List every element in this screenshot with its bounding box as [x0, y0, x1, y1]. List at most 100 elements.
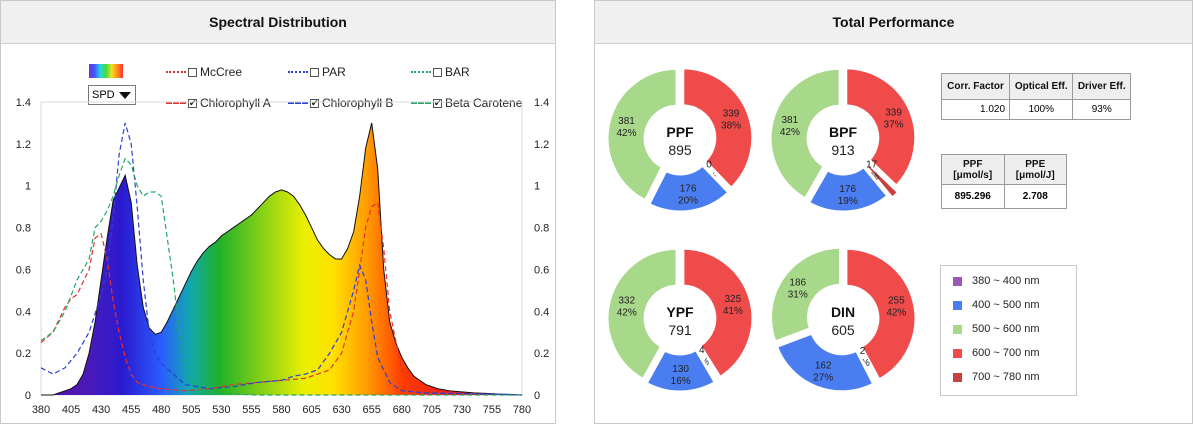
- donut-slice: [768, 66, 842, 202]
- checkbox-icon[interactable]: [310, 67, 319, 77]
- x-tick-label: 705: [423, 404, 441, 416]
- series-line-beta-carotene: [40, 157, 522, 396]
- y-tick-label-left: 1.2: [16, 139, 31, 151]
- donut-slice: [769, 245, 843, 344]
- legend-line-icon: [411, 71, 431, 73]
- slice-percent-label: 16%: [671, 376, 691, 387]
- donut-slice: [681, 66, 755, 191]
- legend-line-icon: [411, 102, 431, 104]
- legend-item-mccree[interactable]: McCree: [166, 65, 242, 79]
- x-tick-label: 655: [363, 404, 381, 416]
- x-tick-label: 605: [302, 404, 320, 416]
- band-swatch: [953, 372, 962, 382]
- x-tick-label: 755: [483, 404, 501, 416]
- donut-slice: [844, 246, 918, 382]
- donut-title: DIN: [831, 304, 855, 320]
- slice-percent-label: 37%: [884, 119, 904, 130]
- legend-label: McCree: [200, 65, 243, 79]
- slice-value-label: 325: [725, 294, 742, 305]
- legend-item-par[interactable]: PAR: [288, 65, 346, 79]
- x-tick-label: 680: [393, 404, 411, 416]
- chevron-down-icon[interactable]: [119, 91, 131, 99]
- y-tick-label-left: 0.6: [16, 264, 31, 276]
- legend-line-icon: [166, 102, 186, 104]
- slice-percent-label: 42%: [617, 307, 637, 318]
- x-tick-label: 780: [513, 404, 531, 416]
- donut-title: BPF: [829, 124, 857, 140]
- donut-title: YPF: [666, 304, 694, 320]
- spd-area: [41, 122, 522, 395]
- slice-value-label: 4: [699, 345, 705, 356]
- donut-charts: 33938%00%17620%38142%PPF89533937%172%176…: [605, 66, 918, 394]
- donut-slice: [695, 346, 723, 388]
- slice-value-label: 381: [618, 116, 635, 127]
- donut-slice: [856, 347, 882, 390]
- x-tick-label: 630: [332, 404, 350, 416]
- donut-slice: [844, 66, 918, 189]
- x-tick-label: 530: [212, 404, 230, 416]
- slice-percent-label: 27%: [813, 372, 833, 383]
- band-label: 400 ~ 500 nm: [972, 299, 1040, 311]
- band-swatch: [953, 324, 962, 334]
- ppe-header: PPE [μmol/J]: [1003, 154, 1067, 185]
- spd-dropdown-value: SPD: [92, 89, 115, 101]
- donut-slice: [806, 164, 891, 214]
- band-label: 600 ~ 700 nm: [972, 347, 1040, 359]
- corr-factor-value[interactable]: 1.020: [940, 99, 1011, 120]
- slice-value-label: 130: [672, 364, 689, 375]
- factor-table: Corr. Factor Optical Eff. Driver Eff. 1.…: [940, 73, 1131, 120]
- slice-value-label: 339: [723, 108, 740, 119]
- spectral-panel-title: Spectral Distribution: [1, 1, 555, 44]
- checkbox-icon[interactable]: [433, 67, 442, 77]
- legend-item-bar[interactable]: BAR: [411, 65, 470, 79]
- performance-panel-title: Total Performance: [595, 1, 1192, 44]
- donut-title: PPF: [666, 124, 694, 140]
- band-label: 500 ~ 600 nm: [972, 323, 1040, 335]
- checkbox-icon[interactable]: [188, 67, 197, 77]
- ppe-value: 2.708: [1003, 184, 1067, 209]
- y-tick-label-right: 0.6: [534, 264, 549, 276]
- optical-eff-value[interactable]: 100%: [1009, 99, 1074, 120]
- slice-value-label: 381: [782, 115, 799, 126]
- slice-value-label: 176: [680, 183, 697, 194]
- slice-percent-label: 38%: [721, 120, 741, 131]
- spd-dropdown[interactable]: SPD: [88, 85, 136, 105]
- legend-label: Beta Carotene: [445, 96, 523, 110]
- optical-eff-header: Optical Eff.: [1009, 73, 1074, 100]
- slice-value-label: 176: [839, 184, 856, 195]
- y-tick-label-right: 1: [534, 181, 540, 193]
- donut-total: 791: [668, 322, 692, 338]
- donut-slice: [644, 347, 718, 394]
- legend-label: Chlorophyll B: [322, 96, 394, 110]
- band-label: 700 ~ 780 nm: [972, 371, 1040, 383]
- y-tick-label-right: 0.2: [534, 348, 549, 360]
- y-tick-label-right: 1.2: [534, 139, 549, 151]
- driver-eff-value[interactable]: 93%: [1072, 99, 1131, 120]
- slice-value-label: 17: [866, 160, 878, 171]
- series-line-chlorophyll-a: [40, 201, 523, 396]
- slice-value-label: 255: [888, 296, 905, 307]
- legend-label: BAR: [445, 65, 470, 79]
- slice-percent-label: 41%: [723, 306, 743, 317]
- slice-percent-label: 42%: [617, 128, 637, 139]
- slice-value-label: 332: [618, 295, 635, 306]
- donut-slice: [646, 162, 732, 214]
- legend-line-icon: [288, 71, 308, 73]
- y-tick-label-left: 1: [25, 181, 31, 193]
- ppf-ppe-table: PPF [μmol/s] PPE [μmol/J] 895.296 2.708: [941, 154, 1067, 209]
- slice-value-label: 2: [860, 346, 866, 357]
- x-tick-label: 380: [32, 404, 50, 416]
- slice-percent-label: 42%: [886, 308, 906, 319]
- band-legend-item: 700 ~ 780 nm: [953, 371, 1040, 383]
- slice-value-label: 186: [789, 278, 806, 289]
- y-tick-label-right: 0.4: [534, 306, 549, 318]
- donut-total: 913: [831, 142, 855, 158]
- y-tick-label-left: 0.2: [16, 348, 31, 360]
- band-label: 380 ~ 400 nm: [972, 275, 1040, 287]
- y-tick-label-left: 0: [25, 390, 31, 402]
- band-swatch: [953, 276, 962, 286]
- x-tick-label: 405: [62, 404, 80, 416]
